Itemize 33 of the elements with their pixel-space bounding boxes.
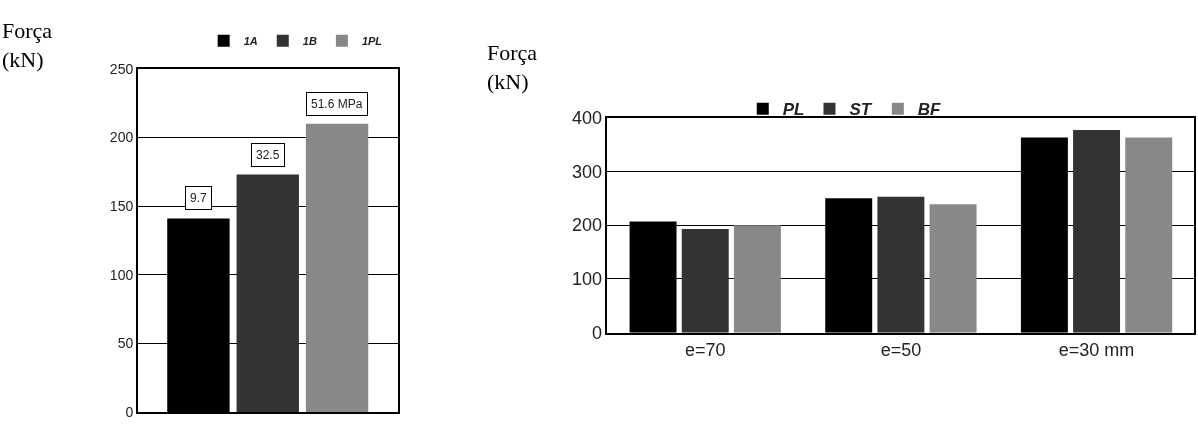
legend-label: ST <box>849 100 873 120</box>
y-tick-label: 150 <box>109 198 134 214</box>
bar <box>877 196 925 333</box>
y-tick-label: 250 <box>109 60 134 77</box>
legend-label: PL <box>782 100 805 120</box>
annotation: 32.5 <box>256 148 280 162</box>
y-tick-label: 50 <box>117 335 134 352</box>
y-axis-title: Força (kN) <box>487 40 538 94</box>
x-tick-label: e=50 <box>880 340 922 361</box>
legend-label: 1PL <box>361 35 383 48</box>
bar <box>733 225 781 333</box>
bar <box>681 228 729 333</box>
bar <box>929 204 977 333</box>
bar <box>1125 137 1173 333</box>
y-tick-label: 100 <box>109 266 134 283</box>
legend-label: 1B <box>302 35 317 48</box>
y-tick-label: 300 <box>571 161 603 182</box>
annotation: 51.6 MPa <box>311 97 363 111</box>
bar <box>236 174 299 412</box>
x-tick-label: e=30 mm <box>1058 340 1135 361</box>
y-tick-label: 0 <box>592 323 603 344</box>
y-tick-label: 200 <box>571 215 603 236</box>
y-tick-label: 200 <box>109 129 134 146</box>
y-axis-title: Força (kN) <box>2 18 53 72</box>
x-tick-label: e=70 <box>684 340 726 361</box>
y-tick-label: 400 <box>571 107 603 128</box>
y-tick-label: 0 <box>125 403 134 420</box>
legend-label: BF <box>917 100 942 120</box>
bar <box>305 123 369 412</box>
bar <box>1073 129 1121 333</box>
annotation: 9.7 <box>190 191 208 205</box>
y-tick-label: 100 <box>571 269 603 290</box>
legend-label: 1A <box>243 35 258 48</box>
